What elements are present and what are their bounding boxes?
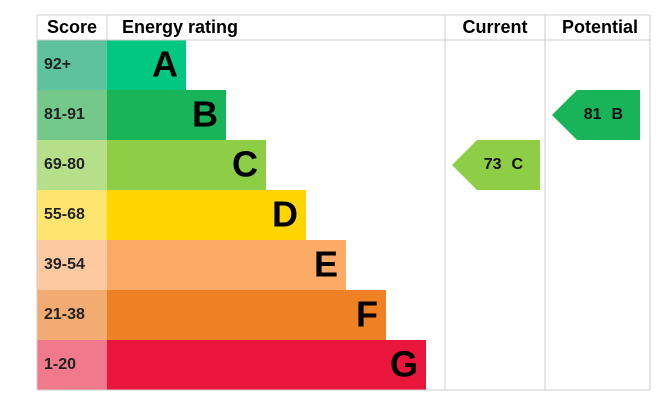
score-cell: [37, 240, 107, 290]
rating-letter: B: [192, 94, 218, 135]
rating-letter: A: [152, 44, 178, 85]
header-rating: Energy rating: [122, 17, 238, 37]
score-label: 81-91: [44, 106, 85, 123]
header-score: Score: [47, 17, 97, 37]
rating-letter: C: [232, 144, 258, 185]
rating-bar: [107, 340, 426, 390]
potential-value: 81: [584, 106, 602, 123]
rating-bar: [107, 40, 186, 90]
score-cell: [37, 290, 107, 340]
header-potential: Potential: [562, 17, 638, 37]
header-current: Current: [462, 17, 527, 37]
rating-letter: F: [356, 294, 378, 335]
potential-arrow: [552, 90, 640, 140]
current-letter: C: [512, 156, 524, 173]
score-cell: [37, 140, 107, 190]
score-cell: [37, 40, 107, 90]
rating-bar: [107, 140, 266, 190]
rating-bar: [107, 290, 386, 340]
score-label: 1-20: [44, 356, 76, 373]
rating-letter: E: [314, 244, 338, 285]
current-arrow: [452, 140, 540, 190]
score-cell: [37, 190, 107, 240]
score-label: 21-38: [44, 306, 85, 323]
score-cell: [37, 340, 107, 390]
score-cell: [37, 90, 107, 140]
rating-letter: G: [390, 344, 418, 385]
rating-bar: [107, 90, 226, 140]
rating-bar: [107, 190, 306, 240]
score-label: 69-80: [44, 156, 85, 173]
score-label: 39-54: [44, 256, 85, 273]
potential-letter: B: [612, 106, 624, 123]
rating-letter: D: [272, 194, 298, 235]
rating-bar: [107, 240, 346, 290]
score-label: 92+: [44, 56, 71, 73]
score-label: 55-68: [44, 206, 85, 223]
current-value: 73: [484, 156, 502, 173]
